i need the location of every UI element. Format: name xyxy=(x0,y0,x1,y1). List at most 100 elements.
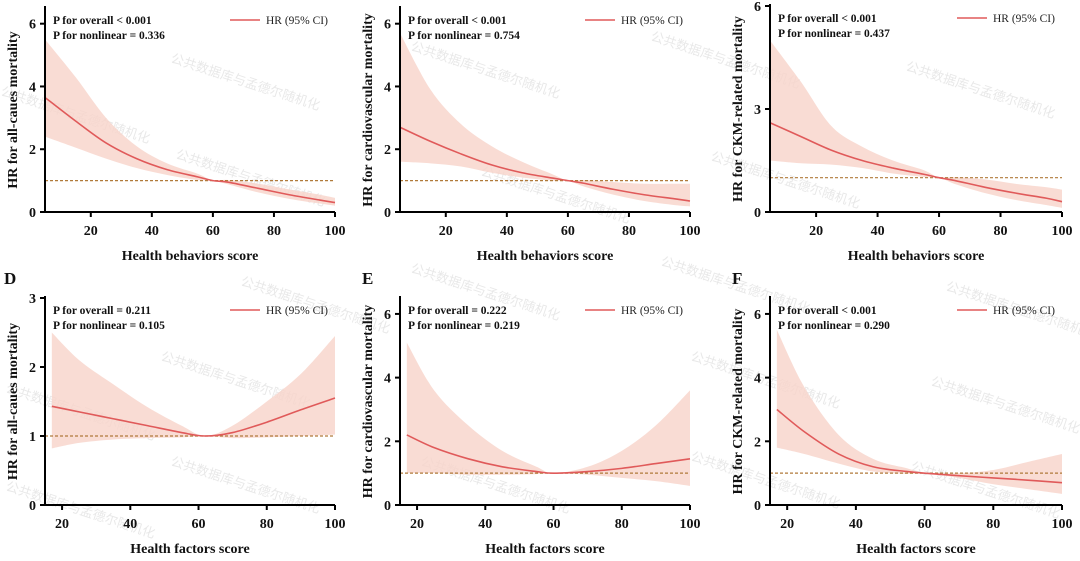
y-tick-label: 6 xyxy=(754,0,761,15)
y-tick-label: 2 xyxy=(29,361,36,376)
x-axis-label: Health factors score xyxy=(130,542,249,557)
p-nonlinear-label: P for nonlinear = 0.290 xyxy=(778,320,890,332)
y-tick-label: 2 xyxy=(29,143,36,158)
y-tick-label: 0 xyxy=(29,206,36,221)
chart-panel-1: 0 2 4 6 20 40 60 80 100 Health behaviors score HR … xyxy=(6,6,346,264)
x-tick-label: 80 xyxy=(260,517,274,532)
x-tick-label: 60 xyxy=(932,224,946,239)
watermark-layer: 公共数据库与孟德尔随机化 公共数据库与孟德尔随机化 公共数据库与孟德尔随机化 公共数据… xyxy=(0,29,1080,542)
x-tick-label: 80 xyxy=(994,224,1008,239)
legend-label: HR (95% CI) xyxy=(266,305,328,317)
x-tick-label: 60 xyxy=(192,517,206,532)
x-tick-label: 40 xyxy=(849,517,863,532)
hr-curve xyxy=(399,126,691,202)
ci-band xyxy=(406,342,690,486)
y-axis-label: HR for all-caues mortality xyxy=(6,31,21,188)
p-overall-label: P for overall < 0.001 xyxy=(408,15,507,27)
watermark-text: 公共数据库与孟德尔随机化 xyxy=(689,349,842,412)
watermark-text: 公共数据库与孟德尔随机化 xyxy=(904,59,1057,122)
p-overall-label: P for overall < 0.001 xyxy=(778,13,877,25)
p-overall-label: P for overall < 0.001 xyxy=(53,15,152,27)
panel-letter: E xyxy=(362,269,373,288)
x-tick-label: 40 xyxy=(123,517,137,532)
legend-label: HR (95% CI) xyxy=(621,305,683,317)
x-tick-label: 60 xyxy=(561,224,575,239)
y-tick-label: 0 xyxy=(29,499,36,514)
p-overall-label: P for overall < 0.001 xyxy=(778,305,877,317)
x-tick-label: 100 xyxy=(325,224,346,239)
hr-curve xyxy=(51,397,336,437)
p-nonlinear-label: P for nonlinear = 0.105 xyxy=(53,320,165,332)
y-tick-label: 0 xyxy=(754,499,761,514)
p-nonlinear-label: P for nonlinear = 0.219 xyxy=(408,320,520,332)
y-tick-label: 0 xyxy=(384,206,391,221)
x-tick-label: 60 xyxy=(918,517,932,532)
y-axis-label: HR for CKM-related mortality xyxy=(731,16,746,202)
panel-letter: D xyxy=(4,269,16,288)
p-nonlinear-label: P for nonlinear = 0.437 xyxy=(778,28,890,40)
y-tick-label: 6 xyxy=(384,18,391,33)
watermark-text: 公共数据库与孟德尔随机化 xyxy=(4,479,157,542)
chart-panel-2: 0 2 4 6 20 40 60 80 100 Health behaviors score HR … xyxy=(361,6,701,264)
x-axis-label: Health factors score xyxy=(856,542,975,557)
x-tick-label: 60 xyxy=(206,224,220,239)
y-axis-label: HR for all-caues mortality xyxy=(6,323,21,480)
y-tick-label: 0 xyxy=(384,499,391,514)
watermark-text: 公共数据库与孟德尔随机化 xyxy=(929,374,1080,437)
y-tick-label: 4 xyxy=(29,80,36,95)
chart-panel-5: 0 2 4 6 20 40 60 80 100 Health factors score HR fo… xyxy=(361,269,701,557)
x-tick-label: 40 xyxy=(871,224,885,239)
p-overall-label: P for overall = 0.211 xyxy=(53,305,151,317)
x-tick-label: 60 xyxy=(547,517,561,532)
y-tick-label: 6 xyxy=(29,18,36,33)
p-nonlinear-label: P for nonlinear = 0.336 xyxy=(53,30,165,42)
legend-label: HR (95% CI) xyxy=(993,305,1055,317)
y-tick-label: 6 xyxy=(384,308,391,323)
y-tick-label: 4 xyxy=(384,80,391,95)
y-tick-label: 2 xyxy=(754,435,761,450)
ci-band xyxy=(51,332,335,449)
x-axis-label: Health behaviors score xyxy=(477,249,614,264)
ci-band xyxy=(776,329,1062,494)
y-tick-label: 2 xyxy=(384,143,391,158)
legend-label: HR (95% CI) xyxy=(621,15,683,27)
y-axis-label: HR for cardiovascular mortality xyxy=(361,305,376,499)
watermark-text: 公共数据库与孟德尔随机化 xyxy=(169,51,322,114)
x-tick-label: 40 xyxy=(145,224,159,239)
x-tick-label: 100 xyxy=(1052,517,1073,532)
ci-band xyxy=(45,39,335,206)
y-tick-label: 3 xyxy=(29,292,36,307)
x-tick-label: 20 xyxy=(780,517,794,532)
y-tick-label: 4 xyxy=(384,372,391,387)
x-tick-label: 40 xyxy=(500,224,514,239)
chart-panel-3: 0 3 6 20 40 60 80 100 Health behaviors score HR f… xyxy=(731,0,1073,264)
x-axis-label: Health behaviors score xyxy=(848,249,985,264)
p-nonlinear-label: P for nonlinear = 0.754 xyxy=(408,30,520,42)
ci-band xyxy=(400,33,690,207)
x-tick-label: 80 xyxy=(622,224,636,239)
y-tick-label: 2 xyxy=(384,435,391,450)
x-tick-label: 20 xyxy=(809,224,823,239)
x-tick-label: 20 xyxy=(410,517,424,532)
x-axis-label: Health behaviors score xyxy=(122,249,259,264)
chart-panel-6: 0 2 4 6 20 40 60 80 100 Health factors score HR fo… xyxy=(731,269,1073,557)
legend-label: HR (95% CI) xyxy=(266,15,328,27)
legend-label: HR (95% CI) xyxy=(993,13,1055,25)
watermark-text: 公共数据库与孟德尔随机化 xyxy=(169,454,322,517)
p-overall-label: P for overall = 0.222 xyxy=(408,305,507,317)
x-axis-label: Health factors score xyxy=(485,542,604,557)
x-tick-label: 100 xyxy=(680,517,701,532)
x-tick-label: 20 xyxy=(439,224,453,239)
x-tick-label: 80 xyxy=(615,517,629,532)
x-tick-label: 100 xyxy=(680,224,701,239)
x-tick-label: 40 xyxy=(478,517,492,532)
panel-letter: F xyxy=(732,269,742,288)
chart-panel-4: 0 1 2 3 20 40 60 80 100 Health factors score HR fo… xyxy=(4,269,346,557)
y-axis-label: HR for CKM-related mortality xyxy=(731,309,746,495)
x-tick-label: 80 xyxy=(986,517,1000,532)
y-tick-label: 6 xyxy=(754,308,761,323)
x-tick-label: 20 xyxy=(84,224,98,239)
y-tick-label: 0 xyxy=(754,206,761,221)
